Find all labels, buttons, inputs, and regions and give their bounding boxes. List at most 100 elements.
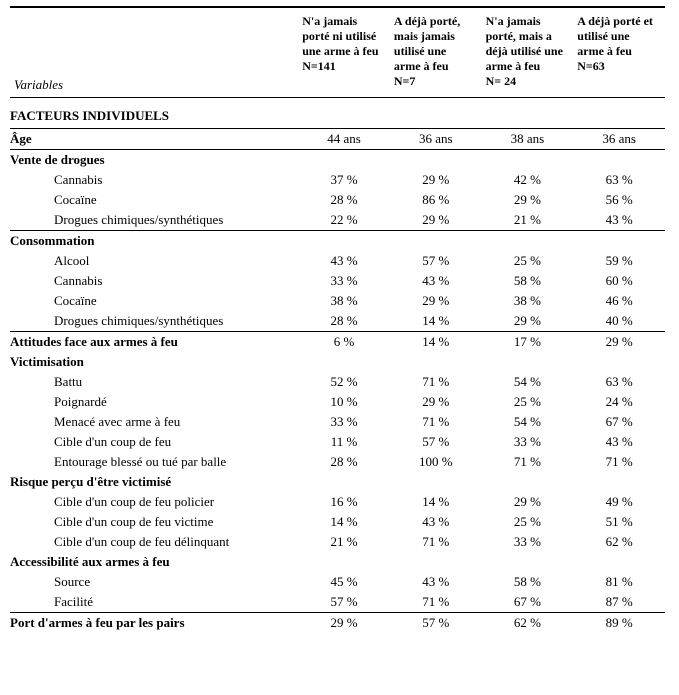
val: 14 % <box>298 512 390 532</box>
label: Cannabis <box>10 271 298 291</box>
val: 86 % <box>390 190 482 210</box>
val: 54 % <box>482 412 574 432</box>
row-age: Âge 44 ans 36 ans 38 ans 36 ans <box>10 129 665 150</box>
header-col4: A déjà porté et utilisé une arme à feuN=… <box>573 7 665 98</box>
val: 28 % <box>298 190 390 210</box>
table-row: Drogues chimiques/synthétiques 28 % 14 %… <box>10 311 665 332</box>
label-consommation: Consommation <box>10 231 665 252</box>
header-col3: N'a jamais porté, mais a déjà utilisé un… <box>482 7 574 98</box>
table-row: Drogues chimiques/synthétiques 22 % 29 %… <box>10 210 665 231</box>
label-port-pairs: Port d'armes à feu par les pairs <box>10 613 298 634</box>
val: 63 % <box>573 170 665 190</box>
label-vente: Vente de drogues <box>10 150 665 171</box>
val: 11 % <box>298 432 390 452</box>
label: Cocaïne <box>10 291 298 311</box>
label: Cible d'un coup de feu victime <box>10 512 298 532</box>
label: Cible d'un coup de feu délinquant <box>10 532 298 552</box>
label: Source <box>10 572 298 592</box>
label: Entourage blessé ou tué par balle <box>10 452 298 472</box>
val: 89 % <box>573 613 665 634</box>
table-row: Facilité 57 % 71 % 67 % 87 % <box>10 592 665 613</box>
row-attitudes: Attitudes face aux armes à feu 6 % 14 % … <box>10 332 665 353</box>
label: Facilité <box>10 592 298 613</box>
val: 25 % <box>482 392 574 412</box>
val: 71 % <box>390 532 482 552</box>
table-row: Source 45 % 43 % 58 % 81 % <box>10 572 665 592</box>
val: 21 % <box>298 532 390 552</box>
val: 51 % <box>573 512 665 532</box>
val: 57 % <box>390 251 482 271</box>
val: 57 % <box>298 592 390 613</box>
table-row: Cible d'un coup de feu 11 % 57 % 33 % 43… <box>10 432 665 452</box>
val: 43 % <box>390 271 482 291</box>
val: 21 % <box>482 210 574 231</box>
table-row: Cocaïne 28 % 86 % 29 % 56 % <box>10 190 665 210</box>
val: 25 % <box>482 251 574 271</box>
label: Cible d'un coup de feu <box>10 432 298 452</box>
val: 56 % <box>573 190 665 210</box>
val: 54 % <box>482 372 574 392</box>
val: 29 % <box>482 190 574 210</box>
label: Poignardé <box>10 392 298 412</box>
val: 29 % <box>390 291 482 311</box>
val: 43 % <box>573 432 665 452</box>
row-victimisation: Victimisation <box>10 352 665 372</box>
val: 43 % <box>573 210 665 231</box>
val: 46 % <box>573 291 665 311</box>
val: 81 % <box>573 572 665 592</box>
val: 38 ans <box>482 129 574 150</box>
val: 29 % <box>298 613 390 634</box>
page: Variables N'a jamais porté ni utilisé un… <box>0 0 679 643</box>
val: 29 % <box>390 210 482 231</box>
val: 67 % <box>482 592 574 613</box>
val: 71 % <box>573 452 665 472</box>
val: 71 % <box>390 412 482 432</box>
val: 29 % <box>390 392 482 412</box>
val: 28 % <box>298 311 390 332</box>
val: 33 % <box>298 271 390 291</box>
label: Menacé avec arme à feu <box>10 412 298 432</box>
val: 52 % <box>298 372 390 392</box>
header-col2: A déjà porté, mais jamais utilisé une ar… <box>390 7 482 98</box>
val: 62 % <box>482 613 574 634</box>
val: 71 % <box>390 592 482 613</box>
table-row: Cocaïne 38 % 29 % 38 % 46 % <box>10 291 665 311</box>
val: 22 % <box>298 210 390 231</box>
val: 38 % <box>482 291 574 311</box>
val: 87 % <box>573 592 665 613</box>
label: Alcool <box>10 251 298 271</box>
label: Cannabis <box>10 170 298 190</box>
table-row: Cible d'un coup de feu victime 14 % 43 %… <box>10 512 665 532</box>
table-row: Cannabis 37 % 29 % 42 % 63 % <box>10 170 665 190</box>
header-row: Variables N'a jamais porté ni utilisé un… <box>10 7 665 98</box>
val: 38 % <box>298 291 390 311</box>
val: 58 % <box>482 271 574 291</box>
label-victimisation: Victimisation <box>10 352 665 372</box>
val: 28 % <box>298 452 390 472</box>
val: 33 % <box>482 532 574 552</box>
header-col1: N'a jamais porté ni utilisé une arme à f… <box>298 7 390 98</box>
val: 59 % <box>573 251 665 271</box>
val: 17 % <box>482 332 574 353</box>
label: Drogues chimiques/synthétiques <box>10 210 298 231</box>
val: 25 % <box>482 512 574 532</box>
val: 14 % <box>390 332 482 353</box>
val: 29 % <box>390 170 482 190</box>
row-consommation: Consommation <box>10 231 665 252</box>
val: 57 % <box>390 432 482 452</box>
table-row: Alcool 43 % 57 % 25 % 59 % <box>10 251 665 271</box>
val: 37 % <box>298 170 390 190</box>
val: 71 % <box>482 452 574 472</box>
val: 33 % <box>298 412 390 432</box>
val: 36 ans <box>390 129 482 150</box>
label-accessibilite: Accessibilité aux armes à feu <box>10 552 665 572</box>
row-accessibilite: Accessibilité aux armes à feu <box>10 552 665 572</box>
val: 43 % <box>390 512 482 532</box>
val: 100 % <box>390 452 482 472</box>
row-vente: Vente de drogues <box>10 150 665 171</box>
val: 16 % <box>298 492 390 512</box>
val: 67 % <box>573 412 665 432</box>
val: 10 % <box>298 392 390 412</box>
section-title-label: FACTEURS INDIVIDUELS <box>10 98 665 129</box>
data-table: Variables N'a jamais porté ni utilisé un… <box>10 6 665 633</box>
